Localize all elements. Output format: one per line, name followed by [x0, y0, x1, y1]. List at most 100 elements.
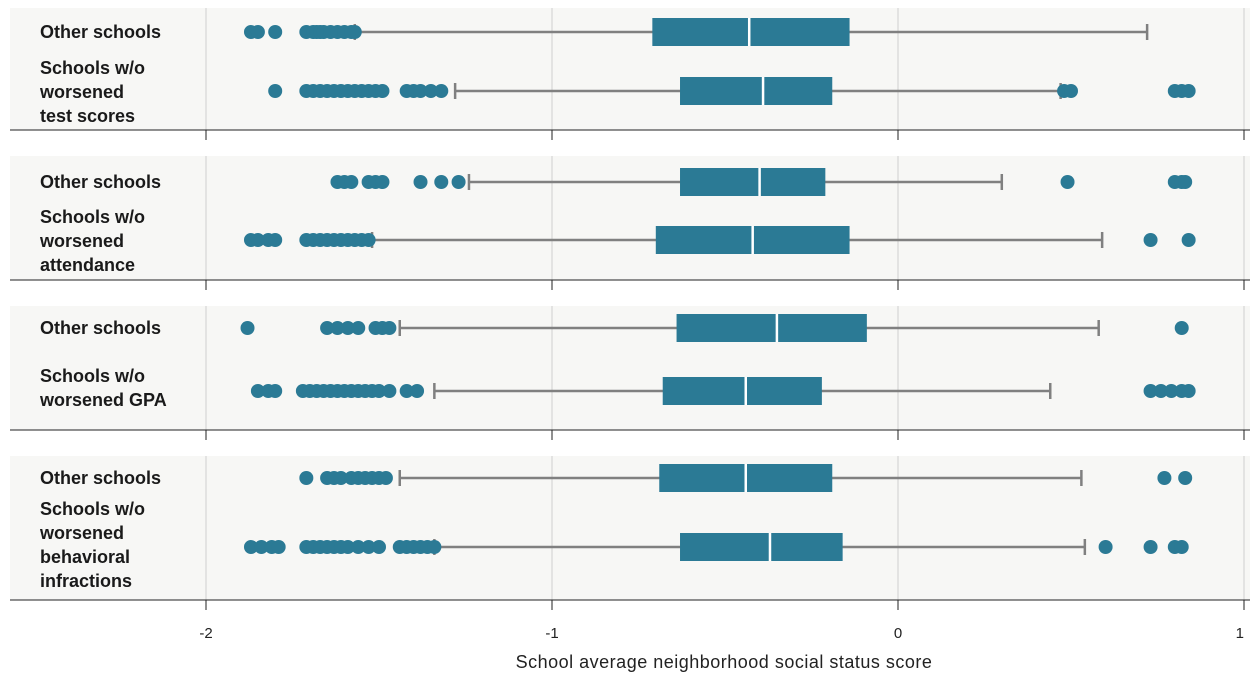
outlier-point [410, 384, 425, 398]
row-label-line: Other schools [40, 468, 161, 488]
outlier-point [361, 540, 376, 554]
row-label-line: behavioral [40, 547, 130, 567]
box-row-2-2: Schools w/o worsened attendance [39, 207, 1196, 275]
panels-layer: Other schools Schools w/o worsened test sco… [10, 8, 1250, 610]
row-label: Schools w/o worsened behavioral infractions [39, 499, 145, 591]
iqr-box [652, 18, 850, 46]
outlier-point [268, 233, 283, 247]
panel-2: Other schools Schools w/o worsened attendan… [10, 156, 1250, 290]
outlier-point [330, 321, 345, 335]
outlier-point [351, 321, 366, 335]
outlier-point [1174, 540, 1189, 554]
panel-background [10, 456, 1250, 600]
iqr-box [680, 77, 833, 105]
box-row-3-1: Other schools [40, 314, 1189, 342]
box-row-4-1: Other schools [40, 464, 1193, 492]
outlier-point [243, 540, 258, 554]
panel-background [10, 156, 1250, 280]
outlier-point [375, 84, 390, 98]
row-label: Schools w/o worsened attendance [39, 207, 145, 275]
panel-background [10, 8, 1250, 130]
outlier-point [372, 540, 386, 554]
row-label: Schools w/o worsened test scores [39, 58, 145, 126]
outlier-point [268, 25, 283, 39]
outlier-point [434, 84, 449, 98]
outlier-point [1143, 540, 1158, 554]
outlier-point [1164, 384, 1179, 398]
outlier-point [268, 384, 283, 398]
box-row-2-1: Other schools [40, 168, 1193, 196]
iqr-box [680, 168, 826, 196]
outlier-point [413, 175, 428, 189]
outlier-point [351, 540, 366, 554]
row-label-line: Schools w/o [40, 207, 145, 227]
outlier-point [1064, 84, 1078, 98]
x-axis: -2 -1 0 1 [199, 625, 1244, 642]
panel-4: Other schools Schools w/o worsened behavior… [10, 456, 1250, 610]
outlier-point [1181, 84, 1196, 98]
outlier-point [1174, 321, 1189, 335]
panel-3: Other schools Schools w/o worsened GPA [10, 306, 1250, 440]
outlier-point [1143, 384, 1158, 398]
row-label-line: worsened [39, 231, 124, 251]
outlier-point [1143, 233, 1158, 247]
row-label-line: infractions [40, 571, 132, 591]
outlier-point [434, 175, 449, 189]
outlier-point [271, 540, 286, 554]
outlier-point [1181, 233, 1196, 247]
outlier-point [340, 540, 355, 554]
iqr-box [662, 377, 822, 405]
row-label-line: attendance [40, 255, 135, 275]
outlier-point [378, 471, 393, 485]
outlier-point [1060, 175, 1075, 189]
row-label-line: Other schools [40, 22, 161, 42]
outlier-point [250, 25, 265, 39]
outlier-point [268, 84, 283, 98]
outlier-point [361, 233, 376, 247]
outlier-point [413, 84, 428, 98]
iqr-box [680, 533, 843, 561]
outlier-point [299, 471, 314, 485]
outlier-point [382, 321, 397, 335]
box-row-3-2: Schools w/o worsened GPA [39, 366, 1196, 410]
box-row-1-1: Other schools [40, 18, 1149, 46]
outlier-point [423, 84, 438, 98]
x-tick-label: 1 [1236, 625, 1244, 642]
outlier-point [254, 540, 269, 554]
outlier-point [427, 540, 442, 554]
outlier-point [333, 471, 348, 485]
outlier-point [344, 175, 359, 189]
row-label-line: Schools w/o [40, 366, 145, 386]
x-tick-label: -1 [545, 625, 558, 642]
x-tick-label: 0 [894, 625, 902, 642]
outlier-point [250, 384, 265, 398]
outlier-point [347, 25, 362, 39]
row-label-line: test scores [40, 106, 135, 126]
row-label-line: Other schools [40, 172, 161, 192]
iqr-box [676, 314, 867, 342]
panel-background [10, 306, 1250, 430]
box-row-1-2: Schools w/o worsened test scores [39, 58, 1196, 126]
row-label-line: Other schools [40, 318, 161, 338]
outlier-point [1098, 540, 1113, 554]
outlier-point [250, 233, 265, 247]
outlier-point [1181, 384, 1196, 398]
outlier-point [375, 175, 390, 189]
box-row-4-2: Schools w/o worsened behavioral infractions [39, 499, 1189, 591]
outlier-point [1178, 471, 1193, 485]
panel-1: Other schools Schools w/o worsened test sco… [10, 8, 1250, 140]
outlier-point [372, 384, 386, 398]
row-label-line: Schools w/o [40, 499, 145, 519]
x-tick-label: -2 [199, 625, 212, 642]
row-label: Schools w/o worsened GPA [39, 366, 167, 410]
outlier-point [1157, 471, 1172, 485]
row-label: Other schools [40, 468, 161, 488]
row-label-line: worsened [39, 82, 124, 102]
outlier-point [1178, 175, 1193, 189]
outlier-point [1153, 384, 1168, 398]
outlier-point [451, 175, 466, 189]
outlier-point [399, 384, 414, 398]
row-label-line: Schools w/o [40, 58, 145, 78]
row-label: Other schools [40, 318, 161, 338]
row-label-line: worsened [39, 523, 124, 543]
